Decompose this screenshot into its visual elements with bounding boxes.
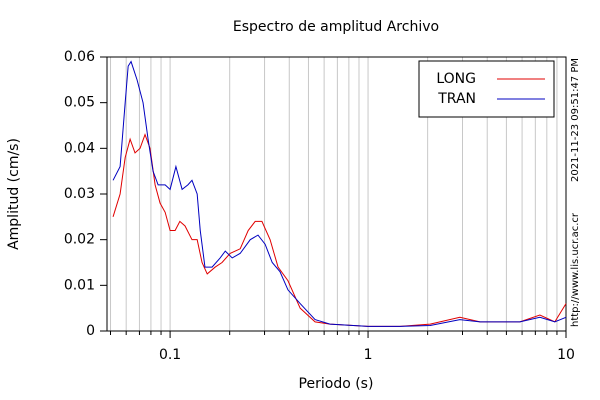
- y-tick-label: 0: [86, 323, 95, 339]
- x-tick-label: 0.1: [159, 347, 181, 363]
- chart-title: Espectro de amplitud Archivo: [233, 19, 439, 35]
- y-axis-label: Amplitud (cm/s): [6, 138, 22, 250]
- x-tick-label: 1: [364, 347, 373, 363]
- y-tick-label: 0.01: [64, 277, 95, 293]
- plot-frame: [106, 56, 567, 332]
- source-url: http://www.lis.ucr.ac.cr: [570, 212, 581, 327]
- legend-box: [418, 60, 555, 118]
- x-axis-label: Periodo (s): [299, 376, 374, 392]
- y-tick-label: 0.06: [64, 49, 95, 65]
- y-tick-label: 0.04: [64, 140, 95, 156]
- timestamp: 2021-11-23 09:51:47 PM: [570, 58, 581, 182]
- series-line: [112, 60, 567, 327]
- x-tick-label: 10: [557, 347, 575, 363]
- legend-label: LONG: [436, 71, 476, 87]
- y-tick-label: 0.02: [64, 232, 95, 248]
- series-line: [112, 133, 567, 327]
- y-tick-label: 0.03: [64, 186, 95, 202]
- legend-label: TRAN: [437, 91, 476, 107]
- y-tick-label: 0.05: [64, 95, 95, 111]
